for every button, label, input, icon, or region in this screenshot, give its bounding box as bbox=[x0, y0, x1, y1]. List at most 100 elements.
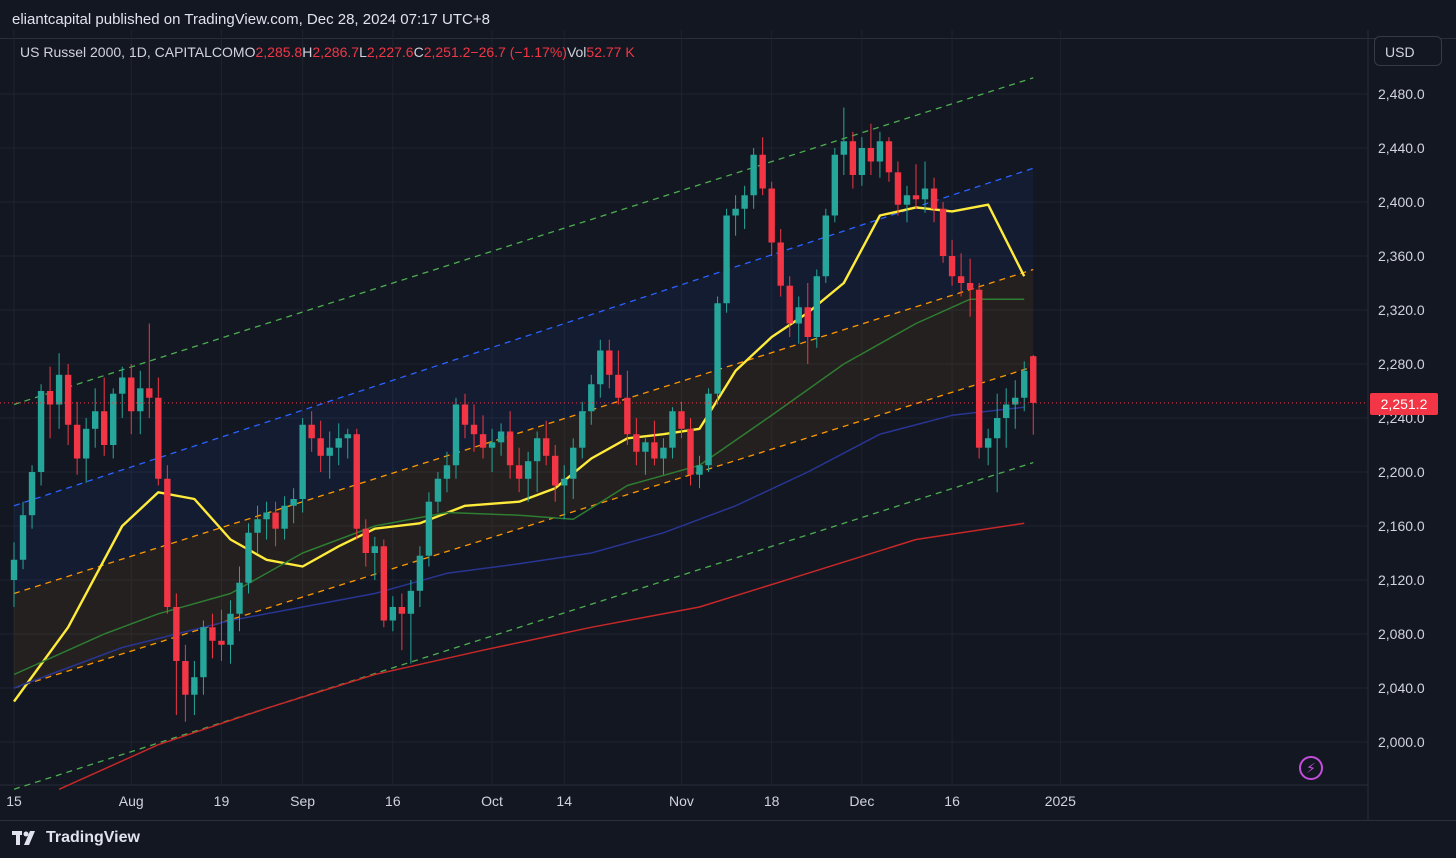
candle bbox=[326, 431, 333, 479]
channel-line-0 bbox=[13, 77, 1034, 406]
tradingview-logo-icon bbox=[12, 831, 35, 845]
candle-body bbox=[452, 404, 460, 466]
candle-body bbox=[705, 393, 712, 466]
candle bbox=[849, 131, 857, 189]
candle-body bbox=[488, 442, 496, 448]
candle bbox=[443, 451, 451, 493]
candle bbox=[353, 428, 360, 540]
candle bbox=[164, 465, 171, 614]
candle bbox=[73, 401, 81, 475]
candle-body bbox=[443, 465, 451, 479]
candle bbox=[858, 137, 866, 186]
candle bbox=[119, 366, 126, 418]
price-tick-label: 2,000.0 bbox=[1378, 734, 1425, 750]
candle bbox=[263, 501, 270, 540]
candle bbox=[155, 377, 162, 486]
candle-body bbox=[579, 411, 586, 448]
candle-body bbox=[299, 424, 306, 499]
channel-lines bbox=[13, 77, 1034, 790]
symbol-label[interactable]: US Russel 2000, 1D, CAPITALCOM bbox=[20, 44, 245, 60]
candle-body bbox=[55, 374, 63, 405]
candle-body bbox=[777, 242, 784, 286]
candle bbox=[714, 296, 721, 405]
candle bbox=[840, 107, 848, 175]
candle bbox=[984, 428, 992, 466]
candle-body bbox=[470, 424, 478, 435]
candle-body bbox=[669, 411, 676, 448]
candle-body bbox=[353, 434, 360, 529]
candle bbox=[777, 229, 784, 297]
candle-body bbox=[146, 388, 153, 398]
candle bbox=[930, 177, 938, 223]
candle-body bbox=[10, 559, 18, 580]
high-label: H bbox=[302, 44, 313, 60]
candle-body bbox=[723, 215, 730, 304]
candle-body bbox=[912, 195, 920, 200]
candle-body bbox=[831, 154, 839, 216]
candle-body bbox=[155, 397, 162, 479]
candle-body bbox=[894, 172, 902, 205]
price-axis: 2,000.0 2,040.0 2,080.0 2,120.0 2,160.0 2,200… bbox=[1378, 86, 1425, 750]
tradingview-logo[interactable]: TradingView bbox=[12, 829, 140, 847]
time-tick-label: 18 bbox=[764, 793, 780, 809]
moving-average-2 bbox=[13, 406, 1025, 689]
candle bbox=[921, 161, 929, 213]
candle-body bbox=[768, 188, 775, 243]
candle-body bbox=[137, 388, 144, 412]
candle bbox=[37, 384, 45, 486]
candle bbox=[245, 523, 252, 594]
candle-body bbox=[615, 374, 622, 398]
candle bbox=[894, 161, 902, 216]
ohlc-legend: US Russel 2000, 1D, CAPITALCOMO2,285.8H2… bbox=[20, 44, 635, 60]
candle bbox=[588, 374, 595, 425]
price-tick-label: 2,200.0 bbox=[1378, 464, 1425, 480]
time-tick-label: 14 bbox=[556, 793, 572, 809]
candle bbox=[272, 501, 279, 547]
lightning-icon[interactable]: ⚡ bbox=[1299, 756, 1323, 780]
candle bbox=[101, 377, 108, 456]
candle bbox=[795, 296, 802, 344]
price-tick-label: 2,480.0 bbox=[1378, 86, 1425, 102]
candle bbox=[515, 447, 523, 493]
candle-body bbox=[416, 555, 424, 591]
candle-body bbox=[37, 391, 45, 472]
candle bbox=[407, 580, 415, 664]
candle-body bbox=[975, 289, 983, 448]
price-tick-label: 2,080.0 bbox=[1378, 626, 1425, 642]
channel-line-3 bbox=[13, 366, 1034, 689]
channel-line-2 bbox=[13, 268, 1034, 595]
currency-button[interactable]: USD bbox=[1374, 36, 1442, 66]
candle-body bbox=[542, 438, 550, 456]
high-value: 2,286.7 bbox=[312, 44, 360, 60]
candle bbox=[281, 496, 288, 540]
candle bbox=[497, 423, 505, 456]
candle-body bbox=[46, 391, 54, 405]
candle-body bbox=[840, 141, 848, 155]
candle bbox=[82, 418, 90, 483]
candle-body bbox=[128, 377, 135, 412]
time-tick-label: Oct bbox=[481, 793, 503, 809]
candle-body bbox=[164, 478, 171, 607]
candle bbox=[912, 164, 920, 209]
channel-line-1 bbox=[13, 167, 1034, 507]
candle bbox=[669, 407, 676, 459]
candle bbox=[957, 253, 965, 297]
candle bbox=[660, 438, 667, 475]
candle-body bbox=[497, 431, 505, 443]
candle bbox=[542, 420, 550, 466]
volume-value: 52.77 K bbox=[586, 44, 635, 60]
candle bbox=[597, 339, 604, 398]
candle bbox=[633, 418, 640, 466]
candle-body bbox=[624, 397, 631, 435]
candle bbox=[335, 423, 342, 466]
candle bbox=[606, 339, 613, 389]
candle bbox=[939, 202, 947, 263]
price-chart[interactable]: 2,000.0 2,040.0 2,080.0 2,120.0 2,160.0 2,200… bbox=[0, 30, 1456, 820]
candle-body bbox=[966, 283, 974, 290]
candle-body bbox=[993, 418, 1001, 439]
candle bbox=[254, 505, 261, 553]
publisher-text: eliantcapital published on TradingView.c… bbox=[12, 11, 490, 28]
candle bbox=[470, 404, 478, 452]
candle bbox=[28, 465, 36, 529]
candle-body bbox=[714, 303, 721, 394]
